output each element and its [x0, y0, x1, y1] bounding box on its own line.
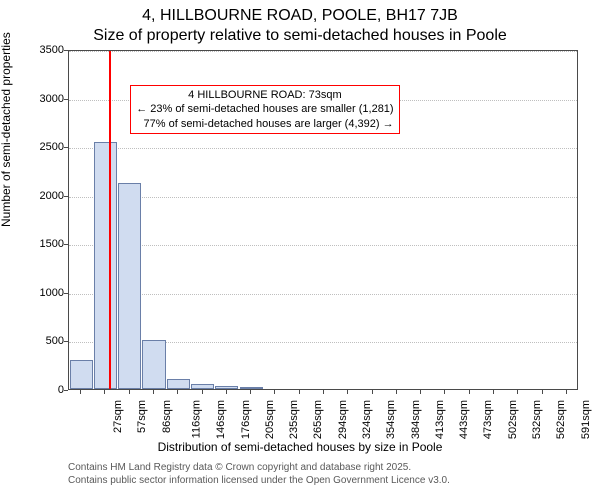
- gridline: [69, 294, 577, 295]
- annotation-box: 4 HILLBOURNE ROAD: 73sqm← 23% of semi-de…: [130, 85, 399, 134]
- xtick-label: 235sqm: [288, 400, 300, 439]
- footer-line2: Contains public sector information licen…: [68, 475, 450, 488]
- title-line1: 4, HILLBOURNE ROAD, POOLE, BH17 7JB: [0, 6, 600, 26]
- gridline: [69, 51, 577, 52]
- xtick-mark: [274, 390, 275, 394]
- xtick-label: 116sqm: [190, 400, 202, 438]
- xtick-label: 86sqm: [161, 400, 173, 433]
- xtick-label: 205sqm: [264, 400, 276, 439]
- xtick-label: 57sqm: [136, 400, 148, 433]
- reference-line: [109, 51, 111, 389]
- histogram-bar: [191, 384, 214, 389]
- xtick-mark: [104, 390, 105, 394]
- xtick-label: 265sqm: [313, 400, 325, 439]
- ytick-mark: [64, 50, 68, 51]
- xtick-mark: [153, 390, 154, 394]
- histogram-bar: [215, 386, 238, 389]
- ytick-label: 2500: [24, 141, 64, 153]
- xtick-label: 354sqm: [385, 400, 397, 439]
- chart-title: 4, HILLBOURNE ROAD, POOLE, BH17 7JB Size…: [0, 0, 600, 46]
- xtick-label: 146sqm: [215, 400, 227, 439]
- title-line2: Size of property relative to semi-detach…: [0, 26, 600, 46]
- histogram-chart: 4 HILLBOURNE ROAD: 73sqm← 23% of semi-de…: [68, 50, 578, 390]
- ytick-mark: [64, 390, 68, 391]
- ytick-mark: [64, 293, 68, 294]
- histogram-bar: [118, 183, 141, 389]
- xtick-mark: [80, 390, 81, 394]
- xtick-label: 294sqm: [337, 400, 349, 439]
- ytick-mark: [64, 244, 68, 245]
- ytick-label: 0: [24, 384, 64, 396]
- xtick-mark: [493, 390, 494, 394]
- xtick-label: 384sqm: [410, 400, 422, 439]
- ytick-label: 3500: [24, 44, 64, 56]
- histogram-bar: [240, 387, 263, 389]
- xtick-mark: [372, 390, 373, 394]
- xtick-mark: [396, 390, 397, 394]
- gridline: [69, 245, 577, 246]
- xtick-label: 176sqm: [240, 400, 252, 439]
- footer-attribution: Contains HM Land Registry data © Crown c…: [68, 462, 450, 487]
- xtick-mark: [420, 390, 421, 394]
- xtick-mark: [323, 390, 324, 394]
- xtick-mark: [469, 390, 470, 394]
- xtick-mark: [542, 390, 543, 394]
- xtick-mark: [177, 390, 178, 394]
- gridline: [69, 197, 577, 198]
- xtick-label: 502sqm: [507, 400, 519, 439]
- ytick-label: 1500: [24, 238, 64, 250]
- xtick-label: 532sqm: [531, 400, 543, 439]
- histogram-bar: [70, 360, 93, 389]
- ytick-label: 2000: [24, 190, 64, 202]
- xtick-label: 324sqm: [361, 400, 373, 439]
- xtick-mark: [566, 390, 567, 394]
- x-axis-label: Distribution of semi-detached houses by …: [0, 440, 600, 454]
- ytick-mark: [64, 99, 68, 100]
- histogram-bar: [94, 142, 117, 389]
- ytick-label: 3000: [24, 93, 64, 105]
- xtick-label: 591sqm: [580, 400, 592, 439]
- xtick-mark: [226, 390, 227, 394]
- xtick-mark: [129, 390, 130, 394]
- xtick-mark: [250, 390, 251, 394]
- y-axis-label: Number of semi-detached properties: [0, 32, 13, 227]
- xtick-mark: [444, 390, 445, 394]
- xtick-mark: [347, 390, 348, 394]
- ytick-label: 500: [24, 335, 64, 347]
- ytick-mark: [64, 341, 68, 342]
- footer-line1: Contains HM Land Registry data © Crown c…: [68, 462, 450, 475]
- histogram-bar: [142, 340, 165, 389]
- histogram-bar: [167, 379, 190, 389]
- xtick-label: 443sqm: [458, 400, 470, 439]
- xtick-mark: [299, 390, 300, 394]
- gridline: [69, 148, 577, 149]
- ytick-mark: [64, 147, 68, 148]
- xtick-label: 473sqm: [483, 400, 495, 439]
- xtick-label: 413sqm: [434, 400, 446, 439]
- xtick-mark: [202, 390, 203, 394]
- xtick-label: 562sqm: [555, 400, 567, 439]
- xtick-mark: [517, 390, 518, 394]
- ytick-label: 1000: [24, 287, 64, 299]
- xtick-label: 27sqm: [112, 400, 124, 433]
- ytick-mark: [64, 196, 68, 197]
